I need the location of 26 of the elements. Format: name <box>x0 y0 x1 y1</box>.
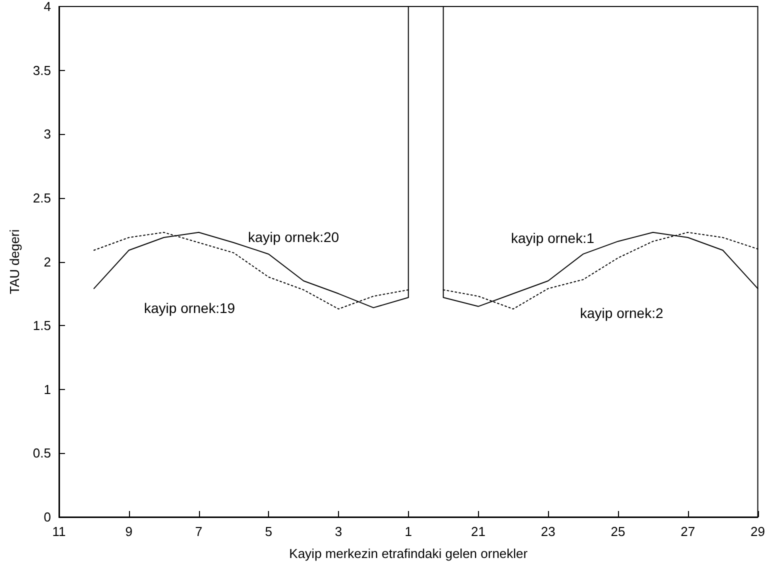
y-tick-label: 0.5 <box>32 446 51 461</box>
y-tick-label: 1.5 <box>32 318 51 334</box>
x-tick-label: 29 <box>750 524 766 539</box>
x-axis-title: Kayip merkezin etrafindaki gelen ornekler <box>289 546 528 561</box>
annotation: kayip ornek:2 <box>580 305 664 321</box>
y-tick-label: 2.5 <box>32 190 51 206</box>
x-tick-label: 27 <box>680 524 696 539</box>
x-tick-label: 25 <box>610 524 626 539</box>
x-tick-label: 9 <box>125 524 132 539</box>
x-tick-label: 5 <box>265 524 272 539</box>
x-tick-label: 23 <box>540 524 556 539</box>
y-tick-label: 4 <box>44 0 51 14</box>
annotation: kayip ornek:19 <box>144 300 236 316</box>
annotation: kayip ornek:20 <box>248 229 340 245</box>
x-tick-label: 7 <box>195 524 202 539</box>
y-axis-title: TAU degeri <box>7 229 22 294</box>
y-tick-label: 1 <box>44 382 51 397</box>
y-tick-label: 3.5 <box>32 62 51 78</box>
y-tick-label: 0 <box>44 510 51 524</box>
x-tick-label: 1 <box>404 524 412 539</box>
x-tick-label: 11 <box>52 524 66 539</box>
annotation: kayip ornek:1 <box>511 230 594 246</box>
x-tick-label: 21 <box>471 524 486 539</box>
y-tick-label: 2 <box>44 254 51 270</box>
x-tick-label: 3 <box>334 524 342 539</box>
y-tick-label: 3 <box>44 126 51 142</box>
